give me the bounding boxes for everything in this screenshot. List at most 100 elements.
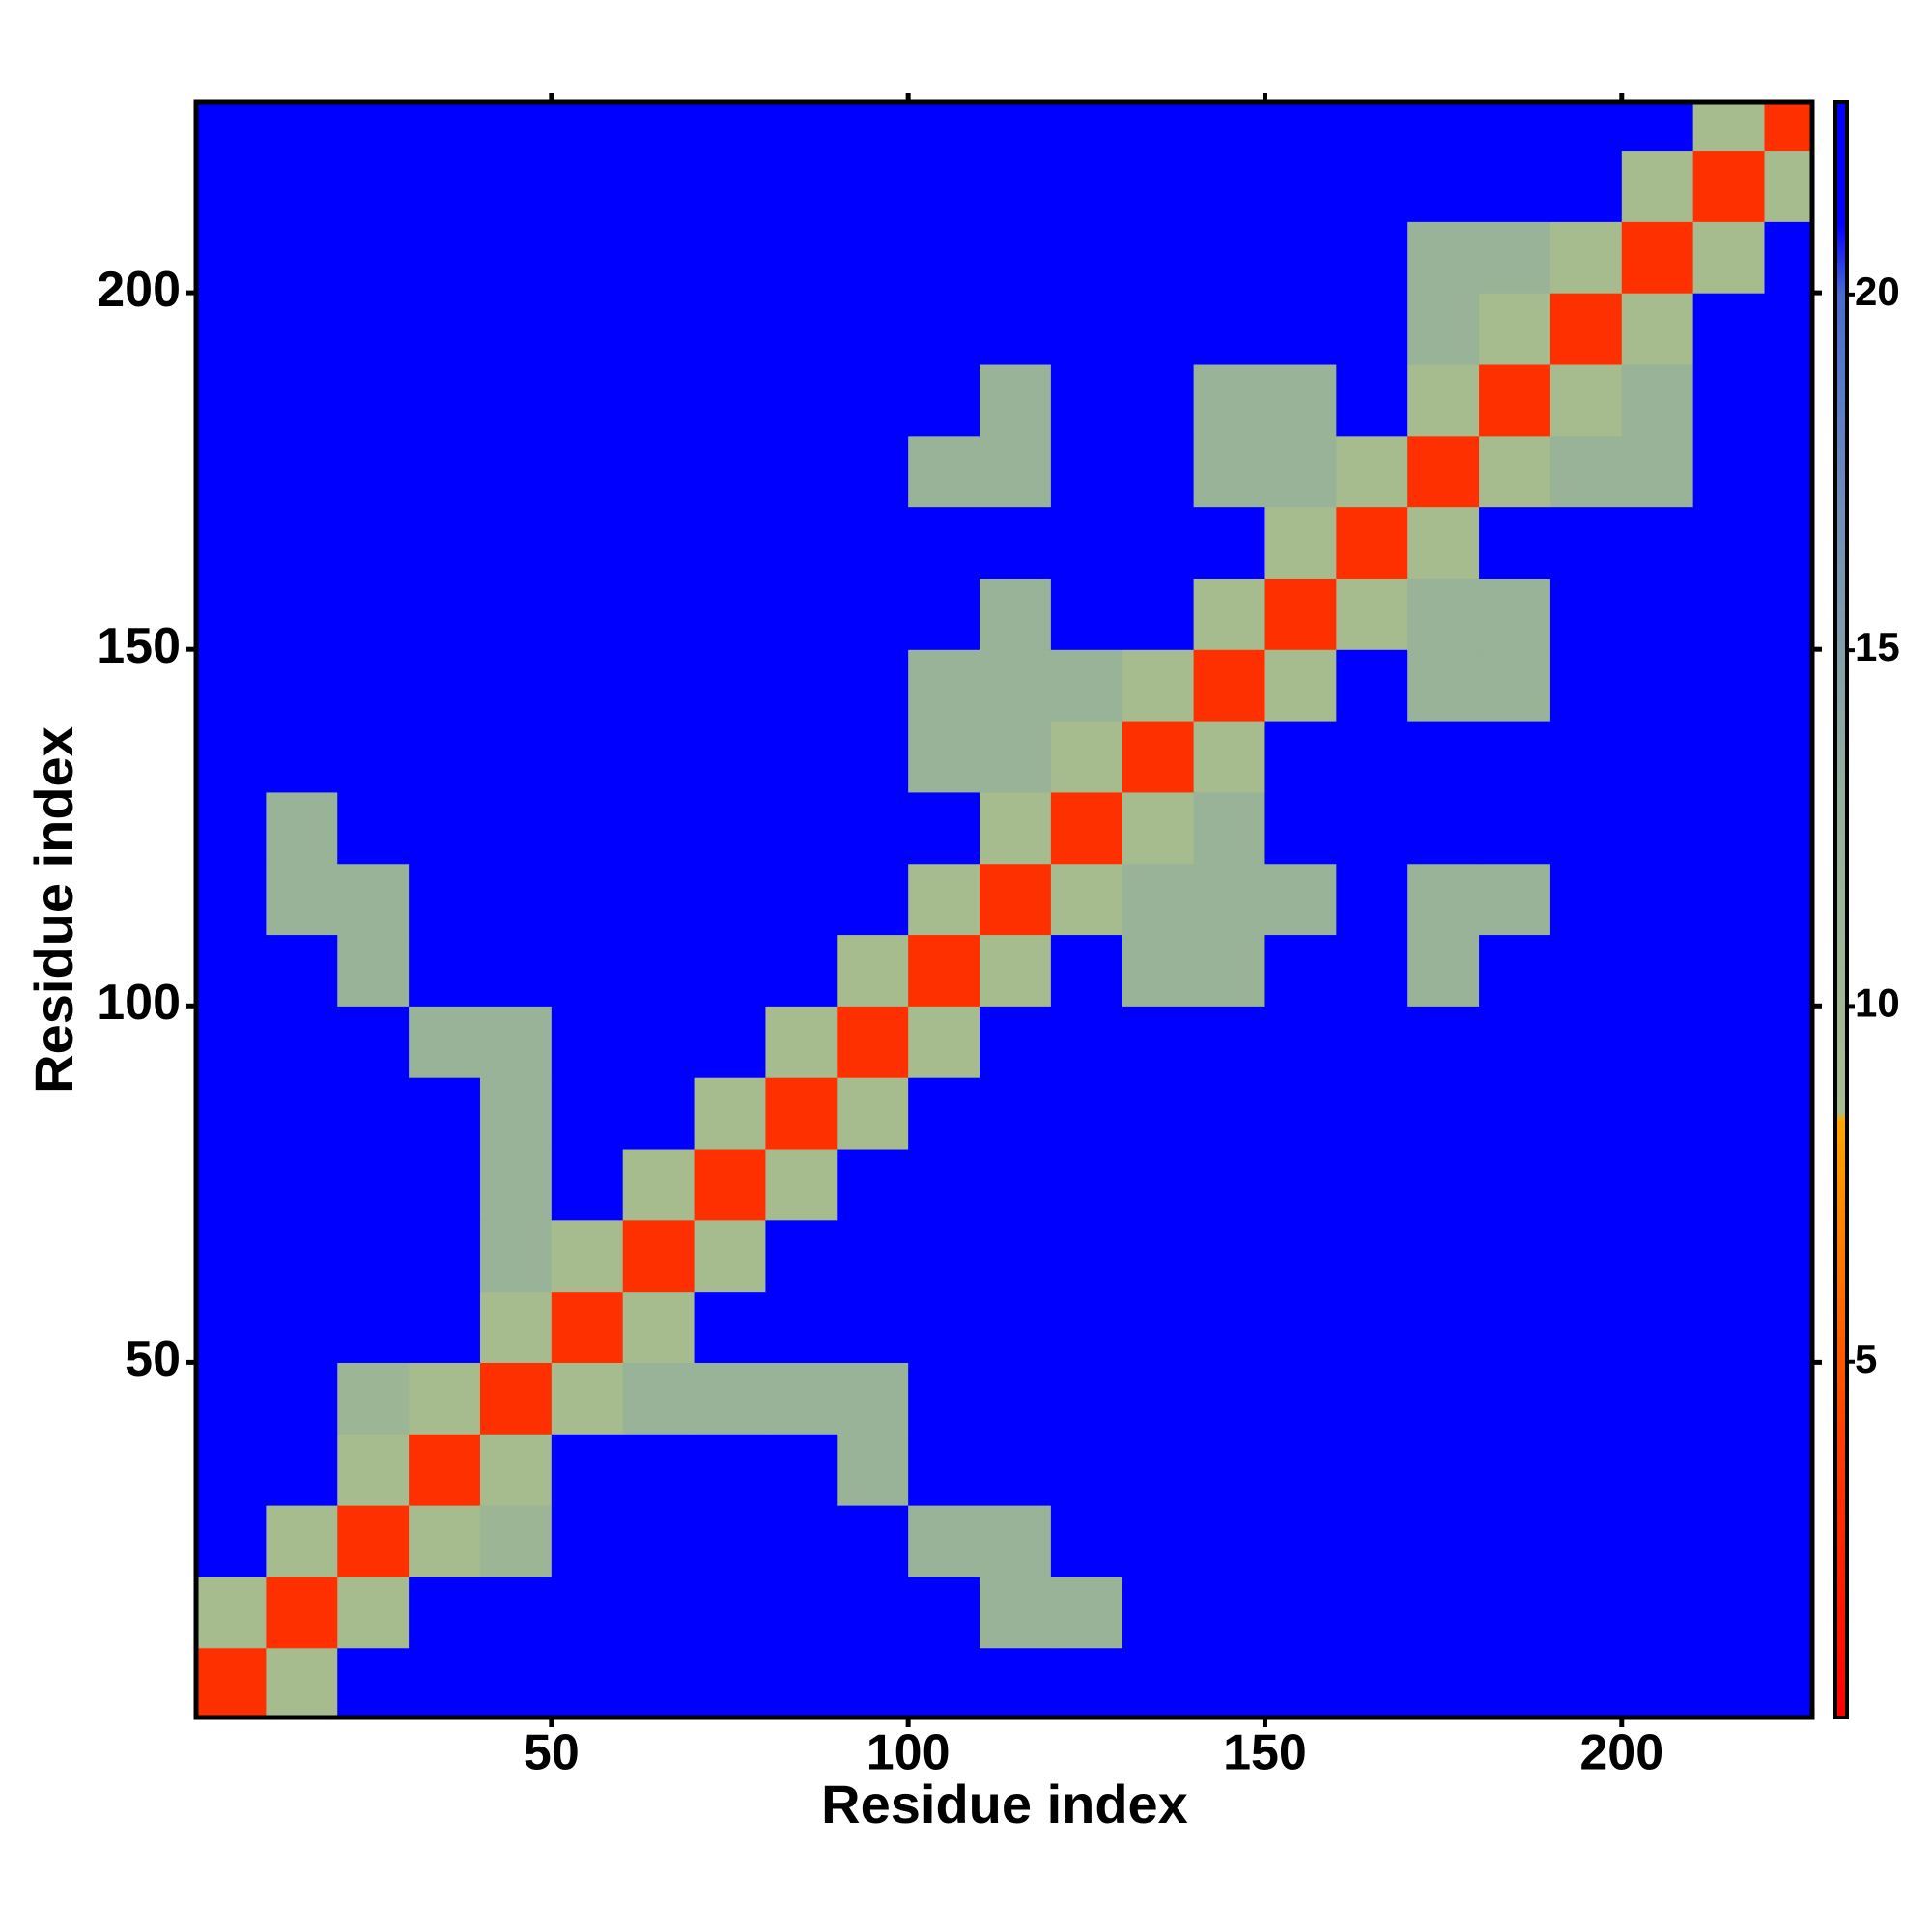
heatmap-cell [1122, 1077, 1195, 1150]
heatmap-cell [1407, 1077, 1480, 1150]
heatmap-cell [1264, 1647, 1337, 1718]
heatmap-cell [1549, 1148, 1623, 1221]
heatmap-cell [551, 1077, 624, 1150]
heatmap-cell [1764, 1077, 1812, 1150]
heatmap-cell [765, 1219, 838, 1293]
heatmap-cell [196, 1576, 267, 1649]
heatmap-cell [337, 293, 410, 365]
heatmap-cell [1621, 435, 1694, 508]
heatmap-cell [1407, 150, 1480, 222]
heatmap-cell [765, 293, 838, 365]
heatmap-cell [479, 1505, 553, 1577]
heatmap-cell [337, 1006, 410, 1078]
heatmap-cell [1479, 1576, 1551, 1649]
heatmap-cell [765, 1291, 838, 1363]
heatmap-cell [479, 1434, 553, 1506]
heatmap-cell [1621, 363, 1694, 437]
heatmap-cell [266, 578, 338, 650]
heatmap-cell [694, 1006, 767, 1078]
heatmap-cell [1193, 578, 1266, 650]
heatmap-cell [1764, 506, 1812, 579]
heatmap-cell [1407, 293, 1480, 365]
heatmap-cell [1336, 1219, 1408, 1293]
heatmap-cell [908, 150, 980, 222]
heatmap-cell [409, 1362, 481, 1435]
heatmap-cell [551, 435, 624, 508]
heatmap-cell [1264, 293, 1337, 365]
heatmap-cell [622, 1362, 696, 1435]
heatmap-cell [837, 1647, 909, 1718]
heatmap-cell [1479, 1362, 1551, 1435]
heatmap-cell [765, 791, 838, 865]
heatmap-cell [1122, 1505, 1195, 1577]
heatmap-cell [765, 435, 838, 508]
heatmap-cell [837, 102, 909, 152]
heatmap-cell [409, 934, 481, 1007]
heatmap-cell [1621, 791, 1694, 865]
heatmap-cell [1336, 934, 1408, 1007]
heatmap-cell [765, 649, 838, 722]
heatmap-cell [1549, 791, 1623, 865]
heatmap-cell [1549, 649, 1623, 722]
heatmap-cell [1264, 506, 1337, 579]
heatmap-cell [1050, 363, 1123, 437]
heatmap-cell [196, 1077, 267, 1150]
heatmap-cell [551, 934, 624, 1007]
heatmap-cell [980, 1647, 1052, 1718]
heatmap-cell [1122, 221, 1195, 294]
heatmap-cell [837, 506, 909, 579]
heatmap-cell [1264, 934, 1337, 1007]
heatmap-cell [765, 934, 838, 1007]
heatmap-cell [837, 221, 909, 294]
heatmap [196, 102, 1812, 1718]
heatmap-cell [837, 1434, 909, 1506]
heatmap-cell [694, 1576, 767, 1649]
heatmap-cell [266, 721, 338, 793]
heatmap-cell [266, 1434, 338, 1506]
heatmap-cell [196, 506, 267, 579]
heatmap-cell [1193, 721, 1266, 793]
y-tick-label: 50 [125, 1331, 181, 1387]
heatmap-cell [337, 506, 410, 579]
heatmap-cell [1264, 363, 1337, 437]
heatmap-cell [622, 1148, 696, 1221]
heatmap-cell [765, 1576, 838, 1649]
heatmap-cell [196, 578, 267, 650]
heatmap-cell [622, 721, 696, 793]
heatmap-cell [1264, 102, 1337, 152]
heatmap-cell [1336, 102, 1408, 152]
heatmap-cell [1050, 791, 1123, 865]
heatmap-cell [1122, 578, 1195, 650]
heatmap-cell [1407, 1291, 1480, 1363]
heatmap-cell [1621, 1006, 1694, 1078]
heatmap-cell [551, 1148, 624, 1221]
heatmap-cell [694, 293, 767, 365]
heatmap-cell [196, 1505, 267, 1577]
heatmap-cell [622, 791, 696, 865]
heatmap-cell [622, 649, 696, 722]
heatmap-cell [196, 1647, 267, 1718]
heatmap-cell [1336, 1362, 1408, 1435]
heatmap-cell [479, 1077, 553, 1150]
heatmap-cell [479, 1148, 553, 1221]
heatmap-cell [551, 721, 624, 793]
heatmap-cell [1621, 1434, 1694, 1506]
heatmap-cell [409, 1077, 481, 1150]
heatmap-cell [1122, 934, 1195, 1007]
heatmap-cell [479, 649, 553, 722]
heatmap-cell [1764, 649, 1812, 722]
heatmap-cell [1193, 506, 1266, 579]
heatmap-cell [409, 791, 481, 865]
heatmap-cell [1764, 934, 1812, 1007]
heatmap-cell [1692, 435, 1766, 508]
heatmap-cell [551, 1434, 624, 1506]
heatmap-cell [1193, 1077, 1266, 1150]
heatmap-cell [980, 578, 1052, 650]
heatmap-cell [837, 293, 909, 365]
heatmap-cell [1692, 1148, 1766, 1221]
heatmap-cell [980, 721, 1052, 793]
heatmap-cell [908, 934, 980, 1007]
heatmap-cell [1764, 293, 1812, 365]
heatmap-cell [1050, 435, 1123, 508]
